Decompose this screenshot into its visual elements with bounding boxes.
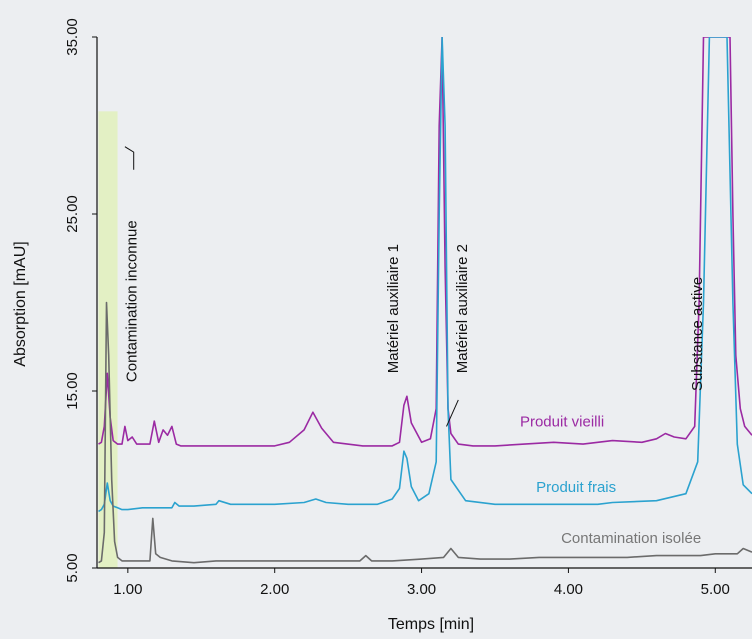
- series-layer: [98, 37, 752, 564]
- annotation-label: Contamination inconnue: [124, 220, 141, 382]
- x-tick-label: 1.00: [113, 581, 142, 598]
- x-tick-label: 3.00: [407, 581, 436, 598]
- y-tick-label: 25.00: [64, 195, 81, 233]
- tick-labels-layer: 1.00 2.00 3.00 4.00 5.00 5.00 15.00 25.00 35.00: [64, 18, 730, 598]
- annotation-label: Produit frais: [536, 479, 616, 496]
- annotation-label: Matériel auxiliaire 2: [454, 244, 471, 373]
- annotation-label: Substance active: [689, 277, 706, 391]
- y-tick-label: 5.00: [64, 553, 81, 582]
- annotations-layer: Produit vieilli Produit frais Contaminatio…: [124, 146, 706, 547]
- annotation-label: Contamination isolée: [561, 530, 701, 547]
- x-tick-label: 4.00: [554, 581, 583, 598]
- y-tick-label: 35.00: [64, 18, 81, 56]
- y-tick-label: 15.00: [64, 372, 81, 410]
- leader-line: [446, 399, 459, 427]
- axes-layer: [96, 37, 752, 569]
- x-axis-label: Temps [min]: [388, 616, 474, 633]
- leader-line: [124, 146, 135, 170]
- x-tick-label: 5.00: [701, 581, 730, 598]
- series-line-2: [98, 37, 752, 513]
- annotation-label: Matériel auxiliaire 1: [385, 244, 402, 373]
- series-line-3: [98, 301, 752, 564]
- series-line-1: [98, 37, 752, 447]
- annotation-label: Produit vieilli: [520, 413, 604, 430]
- x-tick-label: 2.00: [260, 581, 289, 598]
- y-axis-label: Absorption [mAU]: [12, 241, 29, 366]
